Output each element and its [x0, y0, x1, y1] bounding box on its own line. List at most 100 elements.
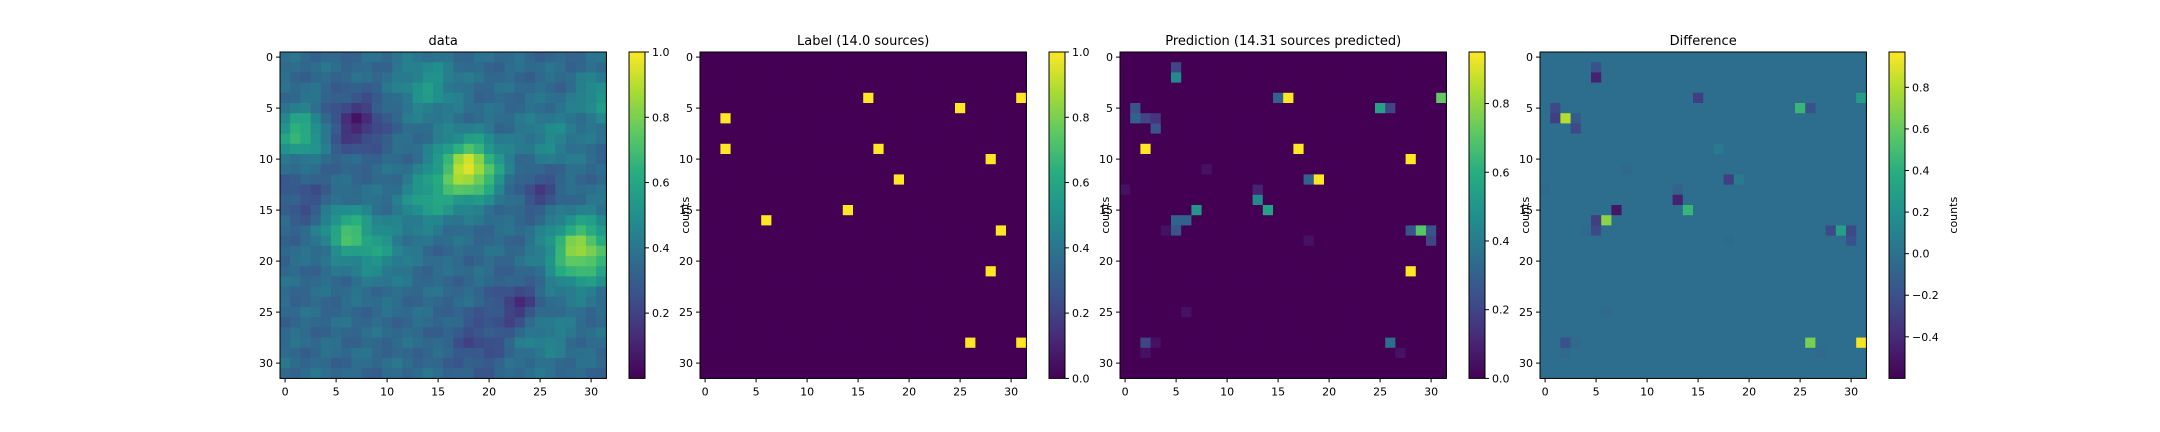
heatmap-cell [1211, 143, 1223, 155]
heatmap-cell [1713, 286, 1724, 298]
heatmap-cell [1222, 205, 1233, 216]
heatmap-cell [1181, 164, 1192, 175]
heatmap-cell [382, 347, 393, 359]
heatmap-cell [944, 317, 956, 328]
heatmap-cell [1682, 347, 1694, 359]
heatmap-cell [402, 266, 413, 277]
heatmap-cell [1283, 72, 1294, 83]
heatmap-cell [1436, 72, 1447, 83]
heatmap-cell [1682, 337, 1694, 349]
heatmap-cell [883, 82, 895, 94]
heatmap-cell [494, 235, 505, 247]
heatmap-cell [1631, 92, 1643, 104]
heatmap-cell [1856, 205, 1867, 216]
heatmap-cell [853, 327, 864, 338]
heatmap-cell [361, 154, 373, 165]
heatmap-cell [1385, 133, 1396, 145]
heatmap-cell [1580, 347, 1592, 359]
heatmap-cell [1856, 103, 1867, 114]
heatmap-cell [586, 368, 597, 379]
heatmap-cell [565, 113, 577, 124]
heatmap-cell [761, 266, 772, 277]
heatmap-cell [484, 164, 495, 175]
heatmap-cell [720, 368, 731, 379]
heatmap-cell [1784, 266, 1796, 277]
heatmap-cell [1375, 205, 1386, 216]
heatmap-cell [494, 103, 505, 114]
heatmap-cell [1222, 215, 1233, 226]
heatmap-cell [1733, 92, 1745, 104]
heatmap-cell [473, 205, 485, 216]
heatmap-cell [1385, 286, 1396, 298]
heatmap-cell [904, 245, 915, 257]
heatmap-cell [1631, 327, 1643, 338]
heatmap-cell [1805, 62, 1816, 73]
heatmap-cell [1733, 235, 1745, 247]
heatmap-cell [575, 225, 587, 236]
heatmap-cell [565, 184, 577, 196]
heatmap-cell [924, 225, 935, 236]
heatmap-cell [832, 368, 844, 379]
heatmap-cell [402, 113, 413, 124]
heatmap-cell [504, 103, 515, 114]
heatmap-cell [904, 113, 915, 124]
heatmap-cell [1631, 307, 1643, 318]
heatmap-cell [832, 347, 844, 359]
heatmap-cell [1436, 103, 1447, 114]
heatmap-cell [822, 347, 833, 359]
heatmap-cell [1232, 133, 1243, 145]
heatmap-cell [494, 286, 505, 298]
heatmap-panel-4: Difference005510101515202025253030−0.4−0… [1519, 34, 1960, 398]
heatmap-cell [422, 143, 434, 155]
heatmap-cell [596, 92, 607, 104]
heatmap-cell [310, 215, 322, 226]
heatmap-cell [1006, 113, 1017, 124]
heatmap-cell [1642, 143, 1653, 155]
heatmap-cell [1662, 72, 1673, 83]
heatmap-cell [1385, 123, 1396, 134]
heatmap-cell [1405, 215, 1417, 226]
heatmap-cell [1262, 235, 1274, 247]
heatmap-cell [575, 276, 587, 287]
heatmap-cell [1693, 307, 1704, 318]
heatmap-cell [473, 347, 485, 359]
heatmap-cell [1313, 286, 1325, 298]
heatmap-cell [280, 123, 291, 134]
x-tick-label: 10 [800, 385, 814, 398]
heatmap-cell [392, 92, 403, 104]
heatmap-cell [371, 174, 383, 185]
heatmap-cell [320, 103, 332, 114]
heatmap-cell [740, 174, 752, 185]
heatmap-cell [720, 113, 731, 124]
heatmap-cell [473, 296, 485, 308]
heatmap-cell [1160, 327, 1172, 338]
heatmap-cell [1242, 174, 1253, 185]
heatmap-cell [1631, 205, 1643, 216]
heatmap-cell [934, 103, 946, 114]
heatmap-cell [300, 92, 311, 104]
heatmap-cell [1405, 327, 1417, 338]
heatmap-cell [1262, 52, 1274, 63]
heatmap-cell [730, 194, 742, 206]
heatmap-cell [1713, 317, 1724, 328]
heatmap-cell [535, 92, 546, 104]
heatmap-cell [873, 327, 884, 338]
heatmap-cell [443, 225, 454, 236]
heatmap-cell [1846, 215, 1857, 226]
heatmap-cell [1795, 164, 1806, 175]
heatmap-cell [1733, 62, 1745, 73]
heatmap-cell [1723, 143, 1735, 155]
heatmap-cell [1540, 133, 1551, 145]
heatmap-cell [781, 92, 793, 104]
heatmap-cell [310, 133, 322, 145]
heatmap-cell [1784, 215, 1796, 226]
heatmap-cell [1744, 225, 1755, 236]
heatmap-cell [1580, 327, 1592, 338]
y-tick-label: 10 [1519, 153, 1533, 166]
heatmap-cell [341, 123, 352, 134]
heatmap-cell [1016, 358, 1027, 369]
heatmap-cell [453, 368, 464, 379]
heatmap-cell [504, 235, 515, 247]
heatmap-cell [1693, 276, 1704, 287]
heatmap-cell [433, 296, 444, 308]
